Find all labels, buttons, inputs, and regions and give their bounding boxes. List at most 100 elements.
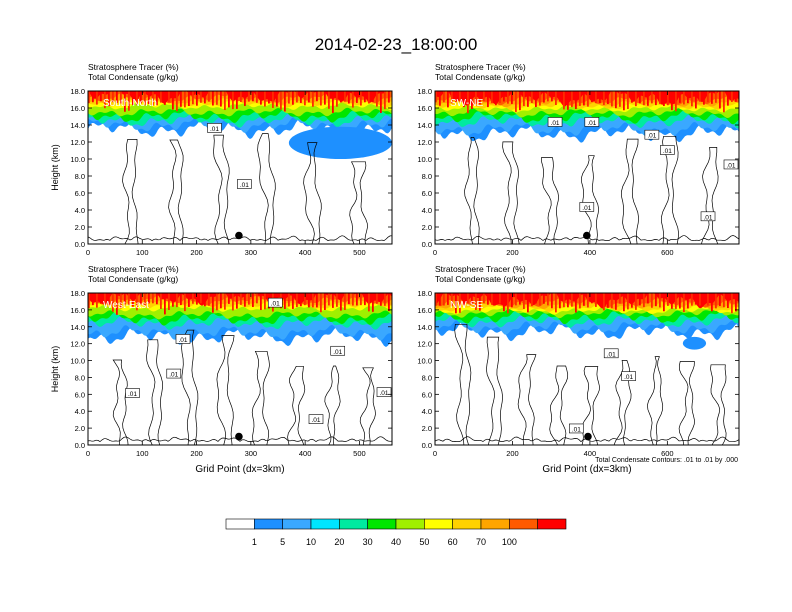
y-tick-label: 12.0 xyxy=(70,340,85,349)
x-tick-label: 500 xyxy=(353,449,366,458)
condensate-contour xyxy=(621,138,639,244)
tracer-streak xyxy=(304,293,306,306)
tracer-streak xyxy=(635,293,637,310)
y-tick-label: 14.0 xyxy=(417,323,432,332)
tracer-streak xyxy=(591,91,593,103)
tracer-streak xyxy=(623,293,625,312)
condensate-contour xyxy=(257,133,276,244)
tracer-streak xyxy=(571,91,573,108)
tracer-streak xyxy=(439,293,441,306)
tracer-streak xyxy=(535,91,537,108)
colorbar-swatch xyxy=(509,518,538,530)
tracer-streak xyxy=(128,293,130,305)
tracer-streak xyxy=(208,91,210,102)
tracer-streak xyxy=(196,91,198,106)
tracer-streak xyxy=(208,293,210,306)
tracer-streak xyxy=(575,293,577,313)
colorbar-swatch xyxy=(339,518,368,530)
tracer-streak xyxy=(643,293,645,308)
tracer-streak xyxy=(715,91,717,103)
tracer-streak xyxy=(388,293,390,312)
tracer-streak xyxy=(324,293,326,310)
contour-label: .01 xyxy=(271,301,280,308)
tracer-streak xyxy=(679,91,681,103)
colorbar-label: 60 xyxy=(448,537,458,547)
tracer-streak xyxy=(232,293,234,311)
contour-label-box xyxy=(547,117,563,127)
tracer-streak xyxy=(603,293,605,311)
tracer-streak xyxy=(248,293,250,305)
y-tick-label: 12.0 xyxy=(417,340,432,349)
tracer-streak xyxy=(731,91,733,102)
tracer-streak xyxy=(92,91,94,103)
tracer-streak xyxy=(96,293,98,308)
tracer-streak xyxy=(352,293,354,306)
section-label: SW-NE xyxy=(450,98,483,109)
tracer-streak xyxy=(328,91,330,109)
contour-label-box xyxy=(308,414,324,424)
y-tick-label: 10.0 xyxy=(70,357,85,366)
tracer-streak xyxy=(272,91,274,108)
tracer-streak xyxy=(348,293,350,305)
tracer-streak xyxy=(372,91,374,103)
tracer-streak xyxy=(511,91,513,104)
tracer-streak xyxy=(340,293,342,311)
tracer-streak xyxy=(144,293,146,307)
tracer-streak xyxy=(316,293,318,308)
tracer-streak xyxy=(176,293,178,308)
colorbar-swatch xyxy=(225,518,255,530)
contour-label-box xyxy=(207,123,222,133)
contour-label-box xyxy=(660,145,675,155)
tracer-streak xyxy=(503,91,505,102)
tracer-streak xyxy=(511,293,513,308)
tracer-streak xyxy=(352,91,354,108)
tracer-streak xyxy=(148,293,150,304)
surface-contour xyxy=(88,436,392,443)
tracer-streak xyxy=(619,293,621,304)
tracer-streak xyxy=(523,293,525,310)
condensate-contour xyxy=(661,135,679,244)
y-tick-label: 18.0 xyxy=(70,87,85,96)
tracer-streak xyxy=(587,293,589,308)
tracer-streak xyxy=(691,293,693,306)
tracer-streak xyxy=(292,293,294,309)
tracer-streak xyxy=(376,293,378,304)
tracer-streak xyxy=(499,91,501,103)
condensate-contour xyxy=(287,365,306,445)
tracer-streak xyxy=(200,293,202,304)
tracer-streak xyxy=(192,91,194,105)
tracer-streak xyxy=(659,91,661,104)
tracer-streak xyxy=(671,293,673,309)
tracer-streak xyxy=(435,91,437,103)
tracer-streak xyxy=(336,91,338,107)
tracer-streak xyxy=(683,91,685,105)
tracer-streak xyxy=(376,91,378,107)
x-tick-label: 400 xyxy=(584,248,597,257)
tracer-streak xyxy=(188,91,190,107)
tracer-streak xyxy=(651,91,653,104)
condensate-contour xyxy=(581,155,599,244)
tracer-streak xyxy=(140,91,142,104)
tracer-streak xyxy=(260,293,262,311)
tracer-streak xyxy=(104,91,106,109)
colorbar-label: 5 xyxy=(280,537,285,547)
y-tick-label: 8.0 xyxy=(422,373,432,382)
tracer-streak xyxy=(459,91,461,102)
tracer-streak xyxy=(607,91,609,105)
tracer-streak xyxy=(595,293,597,307)
tracer-streak xyxy=(475,91,477,104)
tracer-streak xyxy=(647,293,649,304)
colorbar-label: 50 xyxy=(419,537,429,547)
colorbar-swatch xyxy=(452,518,482,530)
tracer-streak xyxy=(611,91,613,107)
tracer-streak xyxy=(639,293,641,306)
tracer-streak xyxy=(487,91,489,108)
y-tick-label: 12.0 xyxy=(417,138,432,147)
tracer-streak xyxy=(204,91,206,104)
contour-label-box xyxy=(621,371,636,381)
tracer-streak xyxy=(635,91,637,107)
tracer-streak xyxy=(663,91,665,106)
tracer-streak xyxy=(567,293,569,308)
tracer-streak xyxy=(356,91,358,103)
tracer-streak xyxy=(220,91,222,107)
